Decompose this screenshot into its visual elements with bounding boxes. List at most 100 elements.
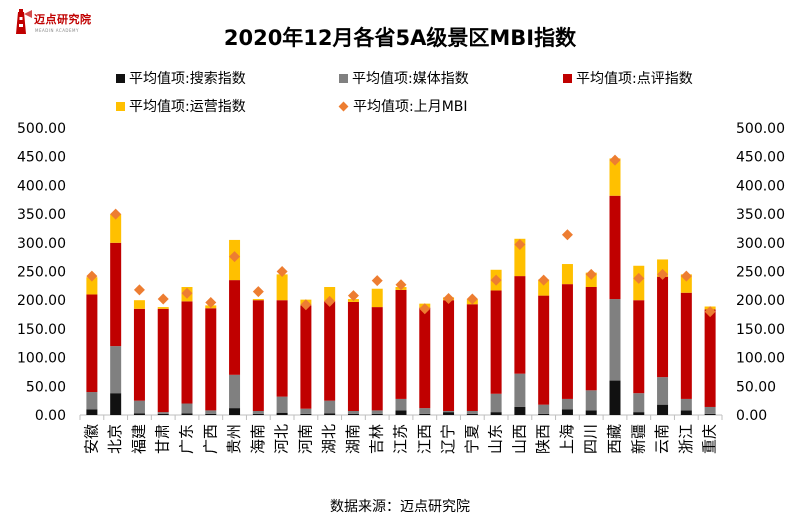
bar-segment-review bbox=[110, 242, 122, 347]
bar-segment-media bbox=[181, 403, 193, 414]
last-month-marker bbox=[585, 268, 597, 280]
bar-segment-review bbox=[561, 284, 573, 399]
bar-segment-operation bbox=[276, 274, 288, 301]
bar-segment-media bbox=[347, 410, 359, 414]
y-tick-label-right: 150.00 bbox=[736, 322, 785, 338]
bar-segment-media bbox=[514, 373, 526, 407]
bar-segment-search bbox=[395, 410, 407, 415]
bar-segment-operation bbox=[110, 214, 122, 243]
x-tick-label: 甘肃 bbox=[154, 424, 172, 454]
last-month-marker bbox=[419, 303, 431, 315]
bar-segment-search bbox=[443, 412, 455, 415]
bar-segment-review bbox=[633, 300, 645, 394]
legend-label-search: 平均值项:搜索指数 bbox=[129, 71, 246, 87]
bar-segment-search bbox=[466, 413, 478, 415]
last-month-marker bbox=[86, 270, 98, 282]
legend-item-search: 平均值项:搜索指数 bbox=[116, 70, 246, 88]
bar-segment-media bbox=[490, 393, 502, 413]
x-tick-label: 吉林 bbox=[368, 424, 386, 454]
last-month-marker bbox=[110, 208, 122, 220]
bar-segment-search bbox=[609, 380, 621, 415]
x-tick-label: 重庆 bbox=[701, 424, 719, 454]
bar-segment-media bbox=[324, 400, 336, 414]
bar-segment-review bbox=[181, 301, 193, 404]
brand-tagline: MEADIN ACADEMY bbox=[35, 28, 79, 33]
legend-item-last-month: 平均值项:上月MBI bbox=[338, 98, 468, 116]
bar-segment-search bbox=[657, 404, 669, 415]
bar-segment-operation bbox=[609, 158, 621, 196]
last-month-marker bbox=[371, 275, 383, 287]
x-tick-label: 湖北 bbox=[320, 424, 338, 454]
lighthouse-logo-icon bbox=[16, 9, 32, 34]
y-tick-label-right: 500.00 bbox=[736, 121, 785, 137]
bar-segment-search bbox=[704, 413, 716, 415]
x-tick-label: 江西 bbox=[415, 424, 433, 454]
bar-segment-review bbox=[276, 300, 288, 397]
x-tick-label: 新疆 bbox=[629, 424, 647, 454]
bar-segment-search bbox=[133, 413, 145, 415]
last-month-marker bbox=[633, 272, 645, 284]
bar-segment-review bbox=[680, 292, 692, 399]
bar-segment-media bbox=[110, 346, 122, 394]
bar-segment-media bbox=[229, 374, 241, 409]
bar-segment-review bbox=[229, 280, 241, 375]
bar-segment-review bbox=[585, 286, 597, 391]
bar-segment-media bbox=[633, 393, 645, 413]
last-month-marker bbox=[680, 270, 692, 282]
bar-segment-review bbox=[252, 300, 264, 411]
bar-segment-review bbox=[324, 301, 336, 401]
x-tick-label: 山西 bbox=[510, 424, 528, 454]
last-month-marker bbox=[133, 284, 145, 296]
bar-segment-operation bbox=[324, 286, 336, 302]
x-tick-label: 西藏 bbox=[606, 424, 624, 454]
brand-logo: 迈点研究院 MEADIN ACADEMY bbox=[8, 6, 91, 42]
y-tick-label-left: 450.00 bbox=[17, 150, 66, 166]
y-tick-label-right: 50.00 bbox=[736, 379, 776, 395]
x-tick-label: 河北 bbox=[273, 424, 291, 454]
x-tick-label: 北京 bbox=[106, 424, 124, 454]
bar-segment-review bbox=[205, 308, 217, 411]
bar-segment-review bbox=[157, 308, 169, 413]
bar-segment-media bbox=[704, 406, 716, 414]
x-tick-label: 山东 bbox=[487, 424, 505, 454]
last-month-marker bbox=[229, 251, 241, 263]
bar-segment-media bbox=[680, 398, 692, 411]
last-month-marker bbox=[466, 293, 478, 305]
x-tick-label: 福建 bbox=[130, 424, 148, 454]
x-tick-label: 安徽 bbox=[82, 424, 100, 454]
bar-segment-media bbox=[300, 408, 312, 414]
bar-segment-search bbox=[347, 413, 359, 415]
bar-segment-media bbox=[133, 400, 145, 414]
bar-segment-search bbox=[157, 413, 169, 415]
bar-segment-review bbox=[347, 301, 359, 411]
bar-segment-search bbox=[276, 412, 288, 415]
y-tick-label-left: 0.00 bbox=[35, 408, 66, 424]
x-tick-label: 广东 bbox=[178, 424, 196, 454]
bar-segment-operation bbox=[538, 279, 550, 296]
last-month-marker bbox=[157, 293, 169, 305]
legend-item-operation: 平均值项:运营指数 bbox=[116, 98, 246, 116]
bar-segment-media bbox=[371, 410, 383, 414]
data-source: 数据来源：迈点研究院 bbox=[330, 499, 470, 515]
bar-segment-operation bbox=[157, 307, 169, 309]
x-tick-label: 河南 bbox=[296, 424, 314, 454]
y-tick-label-left: 350.00 bbox=[17, 207, 66, 223]
y-tick-label-right: 100.00 bbox=[736, 351, 785, 367]
x-tick-label: 贵州 bbox=[225, 424, 243, 454]
x-tick-label: 浙江 bbox=[677, 424, 695, 454]
last-month-marker bbox=[561, 229, 573, 241]
bar-segment-search bbox=[490, 412, 502, 415]
legend-swatch-operation bbox=[116, 101, 125, 111]
bar-segment-media bbox=[609, 299, 621, 381]
brand-name: 迈点研究院 bbox=[34, 13, 92, 26]
legend-item-media: 平均值项:媒体指数 bbox=[339, 70, 469, 88]
bar-segment-review bbox=[395, 289, 407, 399]
bar-segment-media bbox=[443, 410, 455, 413]
bar-segment-search bbox=[181, 413, 193, 415]
bar-segment-search bbox=[110, 393, 122, 415]
x-tick-label: 湖南 bbox=[344, 424, 362, 454]
legend-label-media: 平均值项:媒体指数 bbox=[352, 71, 469, 87]
last-month-marker bbox=[490, 274, 502, 286]
x-tick-label: 四川 bbox=[582, 424, 600, 454]
y-tick-label-right: 300.00 bbox=[736, 236, 785, 252]
